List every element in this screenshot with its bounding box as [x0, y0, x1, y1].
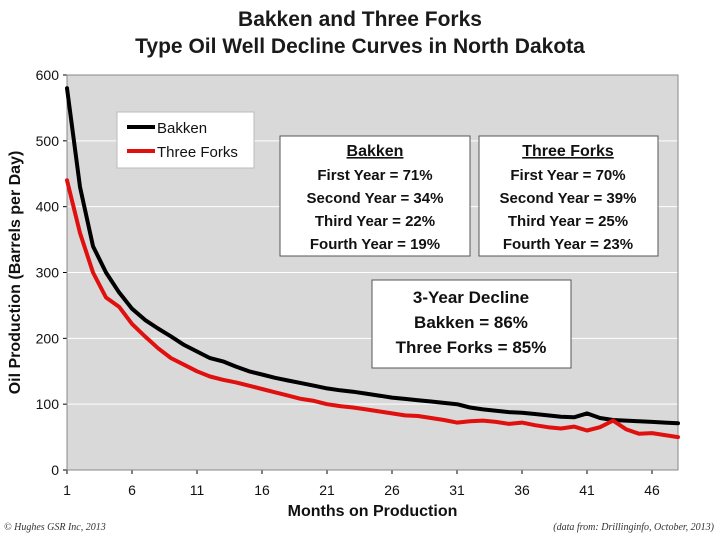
- y-tick-label: 500: [36, 133, 60, 149]
- y-tick-label: 400: [36, 199, 60, 215]
- x-tick-label: 21: [319, 482, 335, 498]
- annotations: Bakken First Year = 71% Second Year = 34% T…: [279, 135, 659, 369]
- annotation-heading: Three Forks: [522, 143, 614, 160]
- y-tick-label: 0: [51, 462, 59, 478]
- x-tick-label: 41: [579, 482, 595, 498]
- annotation-line: Third Year = 25%: [508, 213, 628, 230]
- bakken-series-line: [65, 86, 680, 426]
- annotation-line: First Year = 71%: [317, 167, 432, 184]
- x-tick-label: 26: [384, 482, 400, 498]
- y-tick-label: 600: [36, 67, 60, 83]
- y-tick-label: 300: [36, 265, 60, 281]
- y-tick-label: 200: [36, 330, 60, 346]
- legend-label: Bakken: [157, 120, 207, 137]
- legend-box: [116, 111, 255, 169]
- x-tick-label: 36: [514, 482, 530, 498]
- annotation-line: Third Year = 22%: [315, 213, 435, 230]
- legend-label: Three Forks: [157, 144, 238, 161]
- annotation-box: [478, 135, 659, 257]
- annotation-heading: Bakken: [347, 143, 404, 160]
- y-axis-label: Oil Production (Barrels per Day): [7, 151, 24, 395]
- bakken-box: Bakken First Year = 71% Second Year = 34% T…: [279, 135, 471, 257]
- annotation-line: Second Year = 34%: [307, 190, 444, 207]
- chart-title: Bakken and Three Forks: [238, 8, 482, 31]
- x-axis-label: Months on Production: [288, 503, 458, 520]
- annotation-box: [371, 279, 572, 369]
- annotation-line: Fourth Year = 19%: [310, 236, 440, 253]
- annotation-line: First Year = 70%: [510, 167, 625, 184]
- annotation-line: 3-Year Decline: [413, 288, 529, 307]
- legend: Bakken Three Forks: [116, 111, 255, 169]
- annotation-line: Fourth Year = 23%: [503, 236, 633, 253]
- x-tick-label: 16: [254, 482, 270, 498]
- annotation-line: Three Forks = 85%: [396, 338, 547, 357]
- plot-border: [66, 74, 679, 471]
- series-lines: [65, 86, 680, 440]
- annotation-box: [279, 135, 471, 257]
- x-tick-label: 11: [190, 482, 205, 498]
- copyright-note: © Hughes GSR Inc, 2013: [4, 522, 106, 533]
- three-forks-series-line: [65, 178, 680, 440]
- data-source-note: (data from: Drillinginfo, October, 2013): [553, 522, 714, 533]
- x-tick-label: 6: [128, 482, 136, 498]
- chart-subtitle: Type Oil Well Decline Curves in North Da…: [135, 35, 585, 58]
- x-tick-label: 31: [449, 482, 465, 498]
- x-tick-label: 1: [63, 482, 71, 498]
- x-tick-label: 46: [644, 482, 660, 498]
- y-tick-label: 100: [36, 396, 60, 412]
- annotation-line: Bakken = 86%: [414, 313, 528, 332]
- annotation-line: Second Year = 39%: [500, 190, 637, 207]
- decline-box: 3-Year Decline Bakken = 86% Three Forks = …: [371, 279, 572, 369]
- threeforks-box: Three Forks First Year = 70% Second Year =…: [478, 135, 659, 257]
